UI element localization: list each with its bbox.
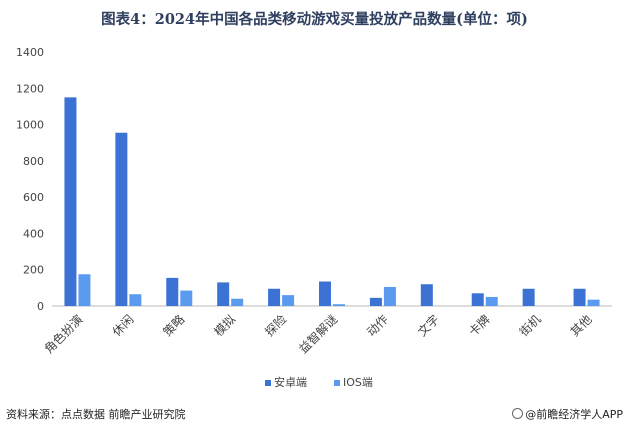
bar-android (319, 281, 331, 306)
x-tick-label: 休闲 (110, 312, 137, 339)
bar-ios (129, 294, 142, 306)
x-tick-label: 益智解谜 (296, 312, 341, 357)
x-tick-label: 其他 (568, 312, 595, 339)
x-tick-label: 卡牌 (466, 312, 493, 339)
source-note: 资料来源：点点数据 前瞻产业研究院 (6, 408, 186, 421)
bar-ios (383, 286, 396, 306)
bar-ios (78, 274, 91, 306)
x-tick-label: 动作 (364, 312, 391, 339)
bar-ios (180, 290, 193, 306)
brand-text: @前瞻经济学人APP (525, 408, 623, 421)
y-tick-label: 1400 (16, 46, 44, 59)
bars (64, 97, 600, 306)
y-tick-label: 200 (23, 264, 44, 277)
bar-android (115, 132, 128, 306)
y-tick-label: 1200 (16, 82, 44, 95)
bar-ios (282, 295, 295, 306)
bar-android (268, 288, 281, 306)
bar-android (217, 282, 230, 306)
chart-title: 图表4：2024年中国各品类移动游戏买量投放产品数量(单位：项) (101, 11, 528, 28)
x-tick-label: 文字 (414, 312, 442, 340)
bar-ios (231, 298, 244, 306)
bar-android (522, 288, 535, 306)
x-tick-label: 探险 (262, 312, 290, 340)
legend-swatch (334, 380, 340, 386)
legend-swatch (265, 380, 271, 386)
bar-android (64, 97, 77, 306)
bar-android (369, 297, 382, 306)
y-tick-label: 1000 (16, 119, 44, 132)
y-tick-label: 0 (37, 300, 44, 313)
bar-android (573, 288, 586, 306)
legend-label: IOS端 (343, 376, 373, 389)
bar-ios (485, 296, 498, 306)
y-tick-label: 600 (23, 191, 44, 204)
x-tick-label: 角色扮演 (41, 312, 86, 357)
bar-android (166, 277, 179, 306)
legend-label: 安卓端 (274, 375, 307, 389)
bar-android (420, 284, 433, 306)
legend: 安卓端 IOS端 (265, 375, 373, 389)
x-tick-label: 策略 (160, 312, 188, 340)
x-tick-label: 街机 (517, 312, 544, 339)
y-tick-label: 400 (23, 227, 44, 240)
brand-logo-icon (512, 408, 524, 419)
x-axis: 角色扮演 休闲 策略 模拟 探险 益智解谜 动作 文字 卡牌 街机 其他 (41, 312, 595, 357)
bar-ios (333, 304, 345, 306)
y-axis: 0 200 400 600 800 1000 1200 1400 (16, 46, 44, 313)
bar-android (471, 293, 484, 306)
y-tick-label: 800 (23, 155, 44, 168)
x-tick-label: 模拟 (211, 312, 238, 339)
brand-note: @前瞻经济学人APP (512, 406, 623, 422)
bar-ios (587, 299, 600, 306)
